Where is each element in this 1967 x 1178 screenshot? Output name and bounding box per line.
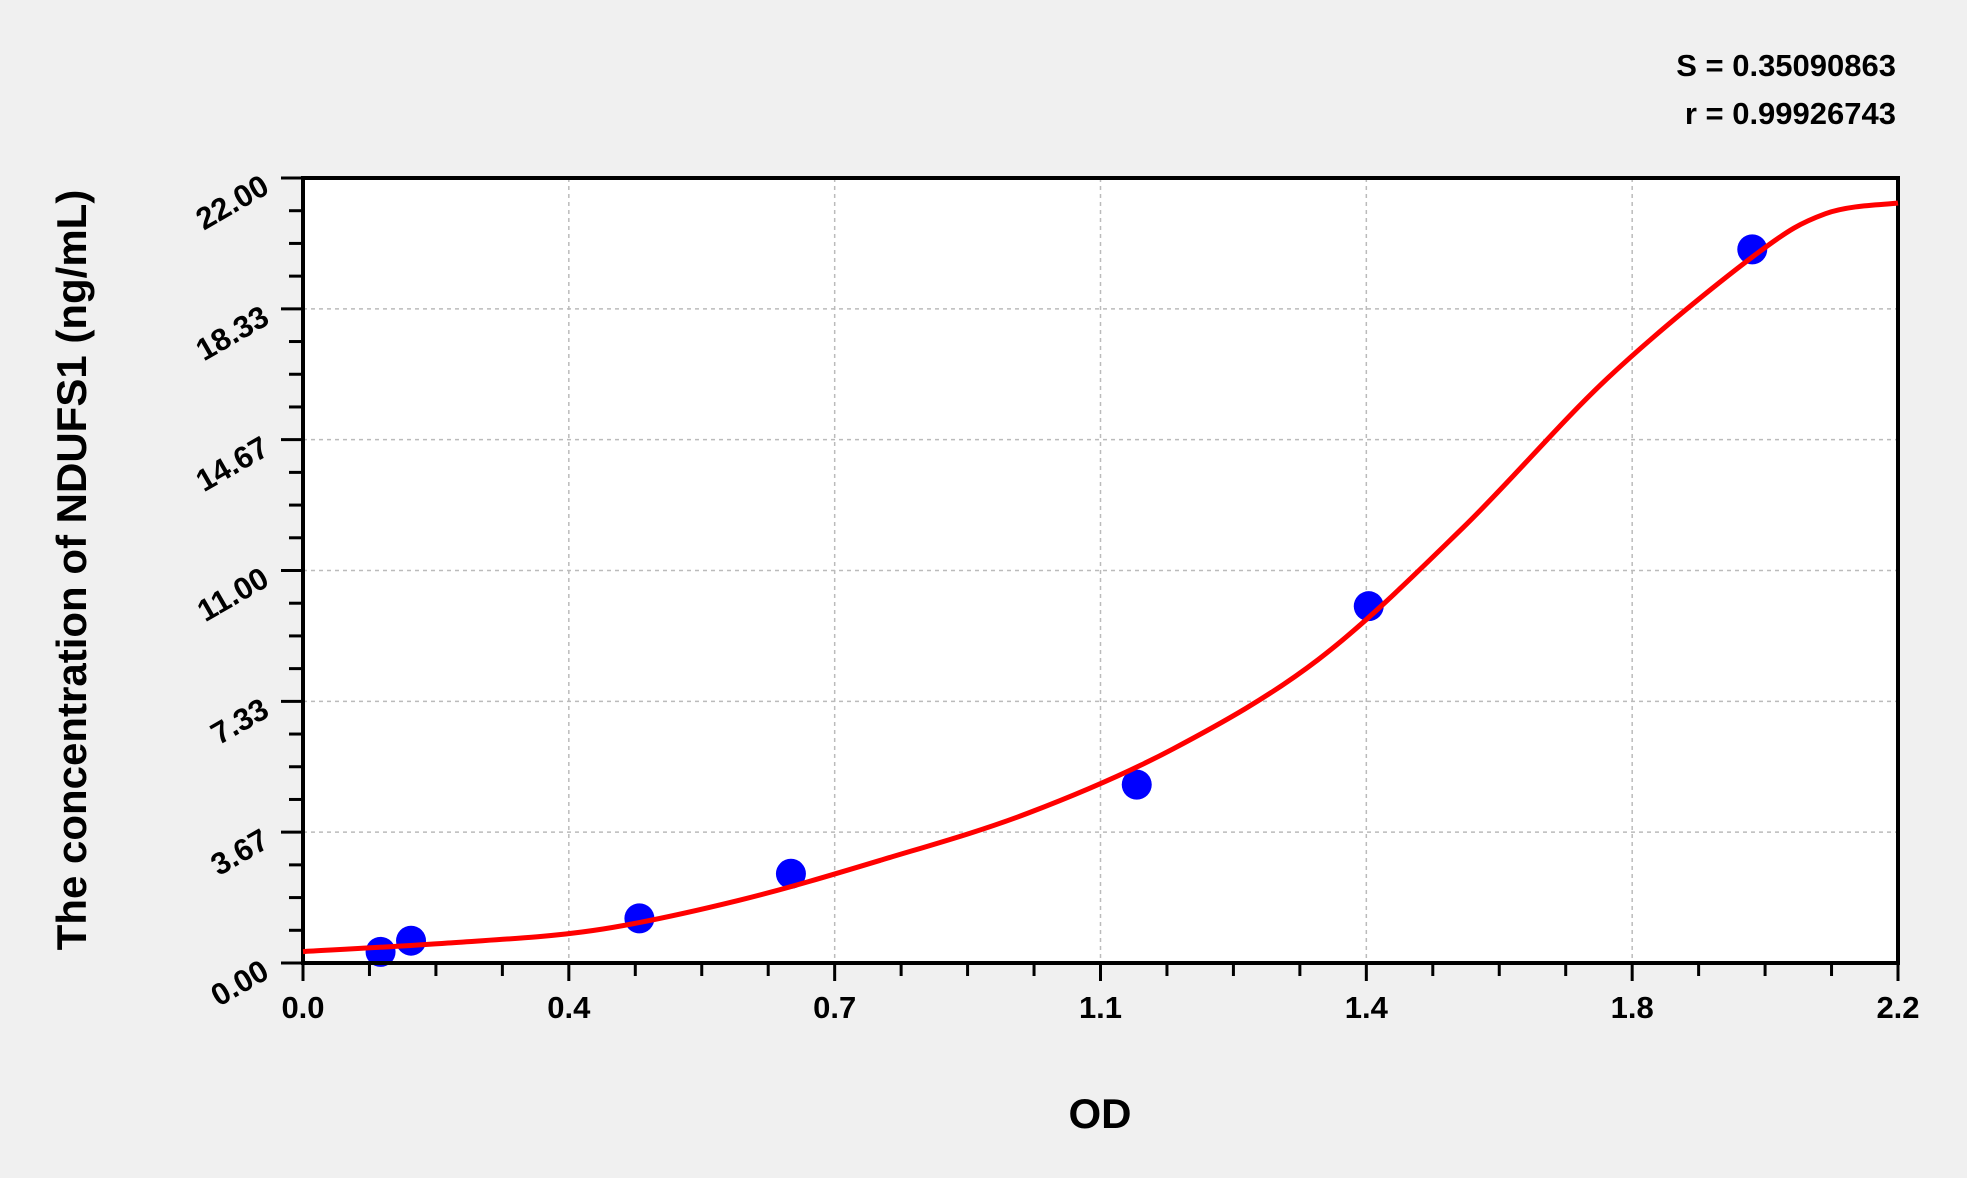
data-point	[1121, 769, 1152, 800]
x-tick-label: 0.7	[813, 990, 856, 1025]
ticks	[281, 176, 1900, 981]
x-tick-labels: 0.0 0.4 0.7 1.1 1.4 1.8 2.2	[281, 990, 1919, 1025]
data-point	[1737, 234, 1768, 265]
x-axis-label: OD	[1069, 1090, 1132, 1137]
fit-curve	[302, 200, 1899, 955]
grid	[303, 178, 1898, 963]
x-tick-label: 1.1	[1079, 990, 1122, 1025]
x-tick-label: 1.8	[1611, 990, 1654, 1025]
stat-s: S = 0.35090863	[1676, 48, 1896, 83]
x-tick-label: 0.0	[281, 990, 324, 1025]
data-point	[396, 925, 427, 956]
y-axis-label: The concentration of NDUFS1 (ng/mL)	[48, 190, 95, 951]
data-point	[775, 858, 806, 889]
plot-frame	[301, 176, 1900, 965]
x-tick-label: 1.4	[1345, 990, 1389, 1025]
x-tick-label: 2.2	[1876, 990, 1919, 1025]
x-tick-label: 0.4	[547, 990, 591, 1025]
stat-r: r = 0.99926743	[1685, 96, 1896, 131]
